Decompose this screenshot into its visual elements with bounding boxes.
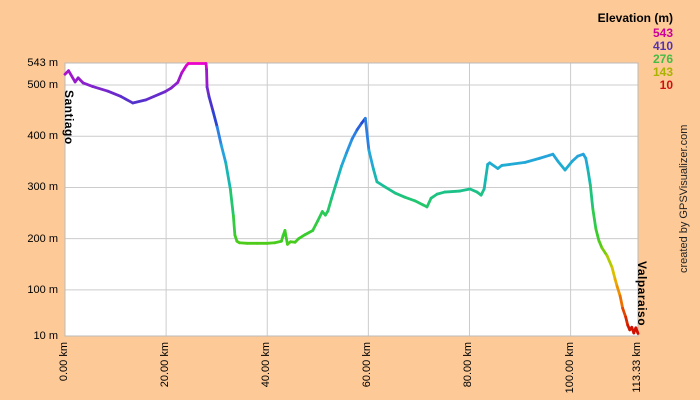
elevation-line-segment	[523, 156, 542, 164]
elevation-line-segment	[176, 71, 184, 84]
elevation-line-segment	[303, 229, 315, 236]
elevation-line-segment	[326, 197, 333, 213]
elevation-line-segment	[551, 152, 560, 163]
legend-title: Elevation (m)	[597, 11, 673, 25]
elevation-line-segment	[180, 64, 188, 75]
elevation-line-segment	[610, 265, 617, 281]
elevation-line-segment	[618, 294, 625, 310]
elevation-line-segment	[219, 143, 228, 165]
elevation-line-segment	[634, 326, 640, 335]
legend-value: 143	[652, 65, 673, 79]
elevation-line-segment	[508, 160, 527, 166]
legend-value: 276	[652, 52, 673, 66]
elevation-line-segment	[335, 164, 343, 184]
plot-border	[64, 62, 639, 337]
elevation-line-segment	[228, 187, 235, 218]
elevation-line-segment	[311, 219, 320, 232]
elevation-line-segment	[144, 90, 167, 102]
start-city-label: Santiago	[62, 90, 76, 145]
elevation-line-segment	[345, 137, 354, 155]
elevation-line-segment	[363, 116, 371, 152]
x-axis-tick-label: 60.00 km	[361, 342, 374, 388]
y-axis-tick-label: 543 m	[27, 57, 58, 69]
elevation-line-segment	[563, 159, 574, 172]
elevation-line-segment	[584, 156, 590, 171]
elevation-line-segment	[403, 195, 417, 203]
elevation-line-segment	[231, 214, 237, 237]
legend-value: 543	[652, 26, 673, 40]
legend-value: 10	[659, 78, 673, 92]
elevation-line-segment	[624, 315, 630, 327]
elevation-line-segment	[91, 85, 110, 93]
elevation-line-segment	[600, 246, 609, 257]
elevation-line-segment	[488, 161, 500, 170]
x-axis-tick-label: 20.00 km	[159, 342, 172, 388]
elevation-line-segment	[586, 167, 592, 187]
elevation-line-segment	[594, 227, 601, 243]
elevation-line-segment	[215, 125, 223, 147]
elevation-line-segment	[205, 68, 209, 89]
elevation-line-segment	[350, 128, 359, 141]
y-axis-tick-label: 100 m	[27, 283, 58, 296]
elevation-line-segment	[443, 189, 462, 194]
elevation-line-segment	[383, 185, 397, 195]
x-axis-tick-label: 40.00 km	[260, 342, 273, 388]
elevation-line-segment	[482, 163, 490, 191]
plot-area	[65, 63, 638, 336]
elevation-line-segment	[556, 159, 567, 172]
elevation-line-segment	[169, 81, 180, 90]
elevation-line-segment	[224, 161, 232, 191]
y-axis-tick-label: 400 m	[27, 130, 58, 143]
elevation-line-segment	[283, 229, 289, 246]
elevation-line-segment	[205, 85, 211, 99]
end-city-label: Valparaiso	[635, 261, 649, 327]
elevation-line-segment	[588, 183, 595, 211]
x-axis-tick-label: 0.00 km	[58, 342, 70, 382]
x-axis-tick-label: 100.00 km	[563, 342, 576, 394]
y-axis-tick-label: 500 m	[27, 79, 58, 92]
elevation-line-segment	[211, 110, 219, 129]
elevation-line-segment	[425, 196, 433, 209]
legend-items: 543 410 276 143 10	[598, 27, 673, 92]
elevation-line-segment	[413, 199, 425, 207]
x-axis-tick-label: 80.00 km	[462, 342, 475, 388]
y-axis-tick-label: 200 m	[27, 232, 58, 245]
elevation-line-segment	[207, 95, 215, 114]
elevation-line	[63, 62, 640, 335]
elevation-line-segment	[605, 254, 614, 269]
elevation-line-segment	[372, 167, 379, 184]
elevation-line-segment	[106, 89, 123, 98]
y-axis-tick-label: 10 m	[33, 330, 58, 342]
elevation-line-segment	[131, 98, 148, 105]
elevation-line-segment	[367, 148, 375, 171]
watermark-credit: created by GPSVisualizer.com	[678, 124, 690, 274]
x-axis-tick-label: 113.33 km	[631, 342, 643, 393]
elevation-line-segment	[67, 69, 77, 84]
elevation-line-segment	[330, 180, 338, 201]
elevation-line-segment	[119, 94, 135, 105]
elevation-line-segment	[393, 191, 407, 199]
elevation-line-segment	[81, 81, 95, 88]
legend-value: 410	[652, 39, 673, 53]
elevation-legend: Elevation (m) 543 410 276 143 10	[598, 11, 673, 92]
elevation-line-segment	[375, 180, 387, 189]
elevation-line-segment	[615, 284, 622, 298]
elevation-line-segment	[621, 306, 628, 319]
elevation-line-segment	[538, 153, 552, 160]
y-axis-tick-label: 300 m	[27, 181, 58, 194]
elevation-line-segment	[458, 187, 472, 193]
elevation-line-segment	[316, 210, 324, 223]
elevation-line-segment	[340, 151, 349, 168]
elevation-line-segment	[591, 207, 598, 231]
